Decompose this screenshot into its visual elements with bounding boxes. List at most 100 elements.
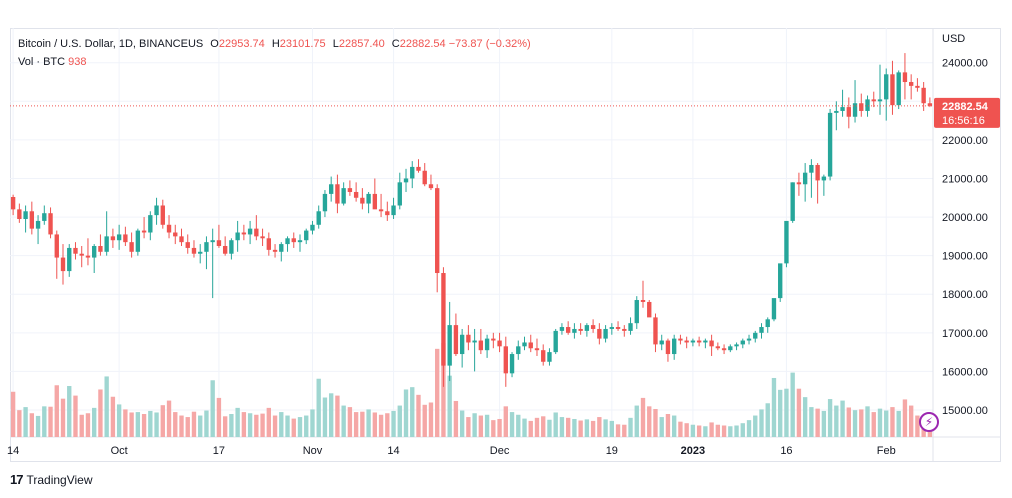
- volume-bar: [478, 415, 484, 437]
- candle-body: [135, 230, 141, 252]
- candle-body: [148, 215, 153, 233]
- volume-bar: [765, 403, 770, 437]
- volume-bar: [827, 399, 833, 437]
- volume-bar: [553, 412, 558, 437]
- volume-bar: [703, 426, 708, 437]
- candle-body: [447, 325, 452, 366]
- volume-bar: [578, 420, 583, 437]
- candle-body: [235, 232, 240, 241]
- candle-body: [528, 342, 533, 349]
- price-tag-box: [934, 97, 1000, 128]
- lightning-icon[interactable]: ⚡: [919, 412, 939, 432]
- volume-bar: [129, 412, 134, 437]
- candle-body: [341, 188, 346, 204]
- high-value: 23101.75: [279, 38, 326, 50]
- x-tick-label: 17: [213, 445, 225, 457]
- footer-branding[interactable]: 17 TradingView: [10, 472, 93, 487]
- candle-body: [160, 205, 165, 225]
- volume-bar: [397, 405, 402, 437]
- volume-bar: [173, 412, 178, 437]
- candle-body: [852, 103, 858, 117]
- candle-body: [328, 184, 334, 194]
- volume-bar: [565, 417, 571, 437]
- candle-body: [628, 323, 633, 331]
- volume-bar: [123, 409, 128, 437]
- candle-body: [428, 184, 434, 189]
- volume-bar: [316, 378, 321, 437]
- candle-body: [378, 209, 384, 212]
- candle-body: [572, 328, 577, 333]
- volume-bar: [98, 389, 103, 437]
- volume-bar: [877, 408, 883, 437]
- volume-bar: [378, 414, 384, 437]
- candle-body: [859, 103, 864, 111]
- volume-value: 938: [68, 56, 87, 68]
- candle-body: [790, 182, 795, 221]
- candle-body: [316, 211, 321, 225]
- y-tick-label: 16000.00: [942, 366, 988, 378]
- volume-bar: [896, 410, 901, 437]
- volume-bar: [834, 405, 839, 437]
- candle-body: [884, 74, 889, 100]
- volume-bar: [60, 398, 66, 437]
- candle-body: [746, 338, 752, 341]
- volume-bar: [459, 410, 465, 437]
- x-tick-label: Dec: [490, 445, 510, 457]
- y-tick-label: 18000.00: [942, 289, 988, 301]
- low-key: L: [332, 38, 339, 50]
- volume-bar: [160, 405, 165, 437]
- volume-bar: [815, 408, 820, 437]
- candle-body: [771, 298, 777, 320]
- symbol-title[interactable]: Bitcoin / U.S. Dollar, 1D, BINANCEUS: [18, 38, 204, 50]
- volume-bar: [17, 410, 22, 437]
- volume-bar: [865, 406, 870, 437]
- change-value: −73.87 (−0.32%): [448, 38, 531, 50]
- volume-bar: [647, 406, 652, 437]
- volume-bar: [85, 413, 91, 437]
- volume-bar: [79, 414, 84, 437]
- volume-bar: [516, 414, 521, 437]
- volume-bar: [216, 397, 222, 437]
- volume-bar: [154, 412, 159, 437]
- volume-bar: [272, 415, 278, 437]
- chart-legend: Bitcoin / U.S. Dollar, 1D, BINANCEUS O22…: [18, 36, 531, 70]
- candle-body: [753, 332, 758, 339]
- volume-bar: [472, 413, 477, 437]
- volume-bar: [360, 411, 365, 437]
- volume-bar: [110, 396, 116, 437]
- candle-body: [927, 103, 933, 106]
- open-key: O: [210, 38, 219, 50]
- volume-bar: [372, 412, 378, 437]
- candle-body: [846, 107, 851, 117]
- candle-body: [191, 247, 197, 254]
- volume-bar: [92, 407, 97, 437]
- volume-bar: [821, 410, 827, 437]
- volume-bar: [615, 424, 621, 437]
- candle-body: [23, 211, 28, 219]
- candle-body: [459, 334, 465, 355]
- brand-name: TradingView: [26, 472, 93, 487]
- volume-bar: [285, 415, 290, 437]
- volume-bar: [447, 375, 452, 437]
- candle-body: [141, 230, 147, 233]
- candle-body: [478, 340, 484, 351]
- candle-body: [516, 346, 521, 355]
- volume-bar: [790, 372, 795, 437]
- volume-bar: [341, 405, 346, 437]
- volume-bar: [254, 414, 259, 437]
- candle-body: [198, 251, 203, 254]
- volume-bar: [547, 419, 552, 437]
- candle-body: [291, 238, 296, 243]
- volume-bar: [640, 397, 646, 437]
- volume-bar: [734, 425, 739, 437]
- candle-body: [166, 224, 172, 233]
- candle-body: [116, 234, 122, 241]
- candle-body: [796, 182, 802, 185]
- volume-label[interactable]: Vol · BTC: [18, 56, 66, 68]
- candle-body: [703, 340, 708, 343]
- volume-bar: [728, 426, 733, 437]
- candle-body: [297, 240, 303, 243]
- candle-body: [416, 166, 421, 171]
- candle-body: [260, 236, 265, 239]
